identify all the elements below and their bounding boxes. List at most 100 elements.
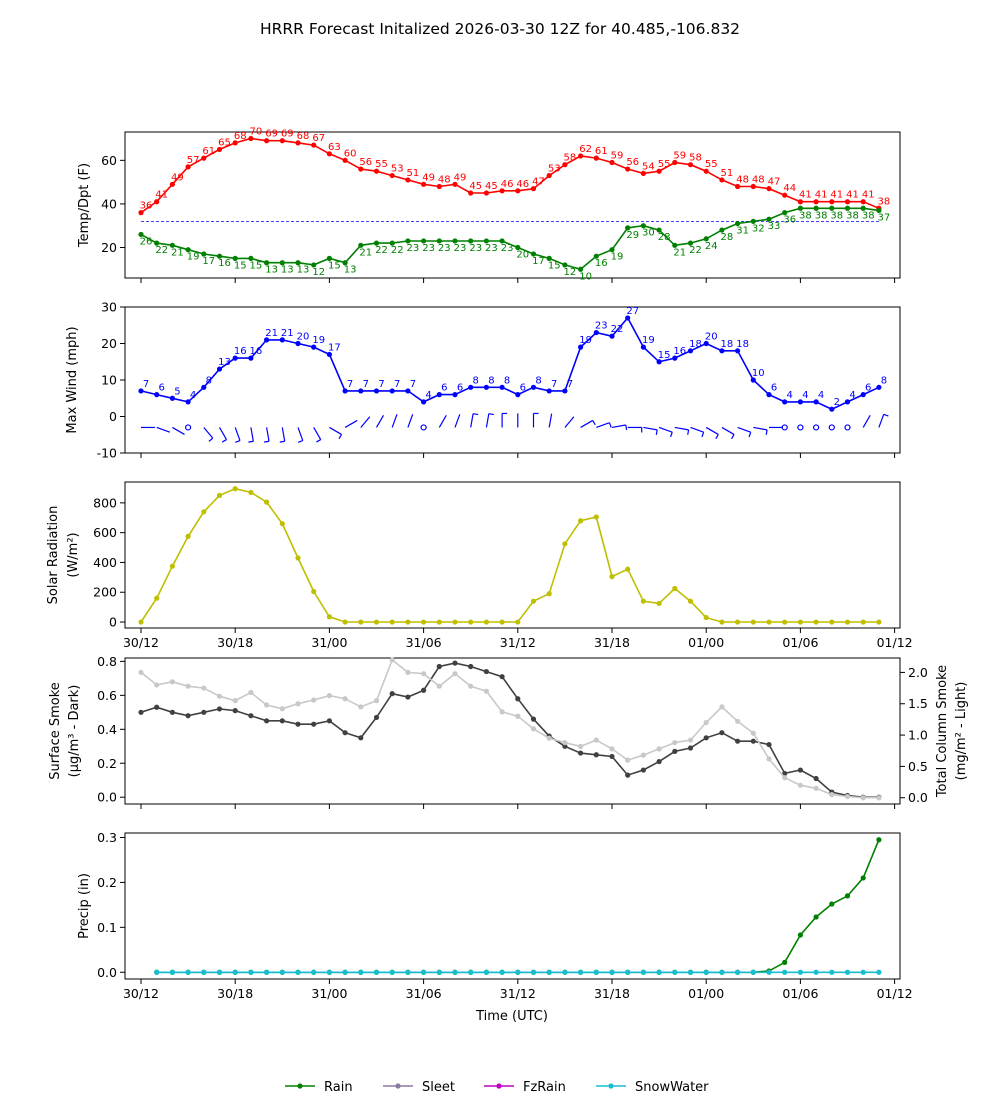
data-point [342, 730, 348, 736]
data-point [844, 619, 851, 625]
data-point [562, 739, 568, 746]
data-point [719, 704, 725, 710]
data-label: 41 [862, 190, 875, 201]
data-label: 26 [140, 236, 153, 247]
data-point [201, 155, 207, 161]
data-label: 67 [312, 133, 325, 144]
wind-barb [391, 414, 398, 428]
data-point [232, 255, 238, 261]
data-label: 13 [344, 265, 357, 276]
data-point [719, 619, 725, 625]
data-point [829, 205, 835, 211]
y-tick-label: 10 [101, 373, 117, 388]
data-point [358, 242, 364, 248]
data-label: 23 [595, 321, 608, 332]
data-point [185, 164, 191, 170]
data-point [216, 969, 223, 975]
data-label: 6 [771, 383, 777, 394]
data-label: 6 [520, 383, 526, 394]
data-point [562, 262, 568, 268]
legend-item-rain: Rain [285, 1080, 353, 1095]
data-point [311, 142, 317, 148]
data-point [766, 741, 772, 748]
data-point [264, 260, 270, 266]
data-point [436, 663, 442, 670]
data-label: 19 [642, 335, 655, 346]
data-point [421, 399, 427, 405]
data-point [405, 694, 411, 700]
data-point [813, 205, 819, 211]
y-tick-label: 400 [93, 555, 117, 570]
data-point [782, 210, 788, 216]
data-point [358, 704, 364, 710]
panel-5: 30/12 30/18 31/00 31/06 31/12 31/18 01/00 01/06… [77, 830, 913, 1001]
wind-barb-flag [592, 420, 596, 426]
wind-barb-flag [715, 434, 719, 440]
data-label: 4 [190, 390, 196, 401]
y-tick-label: 0.3 [97, 830, 117, 845]
data-point [735, 619, 741, 625]
data-point [562, 162, 568, 168]
data-point [719, 730, 725, 736]
data-point [436, 238, 442, 244]
y-axis-label: Max Wind (mph) [65, 326, 80, 433]
data-point [311, 969, 317, 975]
data-point [373, 168, 380, 174]
data-label: 16 [250, 346, 263, 357]
data-label: 24 [705, 241, 718, 252]
data-point [797, 199, 804, 205]
data-point [248, 969, 254, 975]
data-point [468, 619, 474, 625]
data-point [515, 392, 521, 398]
data-point [860, 392, 866, 398]
data-point [342, 260, 348, 266]
data-point [860, 795, 866, 801]
data-point [844, 969, 851, 975]
data-point [735, 183, 741, 190]
data-point [797, 782, 804, 788]
data-point [672, 748, 678, 754]
data-point [797, 969, 804, 975]
wind-barb-calm [420, 424, 427, 431]
data-label: 21 [359, 247, 372, 258]
data-label: 22 [375, 245, 388, 256]
data-point [656, 168, 662, 174]
data-point [797, 205, 804, 211]
data-label: 22 [391, 245, 404, 256]
data-point [201, 251, 207, 257]
data-point [735, 348, 741, 354]
legend-marker [297, 1083, 303, 1089]
data-label: 41 [155, 190, 168, 201]
data-label: 56 [359, 157, 372, 168]
data-point [452, 969, 458, 975]
x-tick-label: 31/12 [500, 986, 536, 1001]
y-tick-label: 40 [101, 196, 117, 211]
y-tick-label-right: 1.0 [908, 728, 928, 743]
data-point [232, 698, 238, 704]
data-point [640, 223, 647, 229]
data-point [264, 702, 270, 708]
wind-barb [281, 427, 286, 442]
y-tick-label: 0.1 [97, 920, 117, 935]
data-label: 8 [881, 375, 887, 386]
data-point [232, 140, 238, 146]
wind-barb-calm [844, 424, 851, 431]
data-label: 56 [626, 157, 639, 168]
data-point [546, 591, 552, 597]
data-point [735, 220, 741, 227]
data-point [530, 251, 537, 257]
wind-barb-flag [731, 434, 735, 440]
data-label: 48 [736, 174, 749, 185]
figure-title: HRRR Forecast Initalized 2026-03-30 12Z … [260, 20, 740, 38]
data-point [483, 668, 489, 675]
data-point [876, 969, 882, 975]
data-point [373, 619, 380, 625]
data-point [342, 969, 348, 975]
data-point [609, 574, 615, 580]
wind-barb [862, 415, 871, 428]
data-point [232, 969, 238, 975]
data-label: 49 [171, 172, 184, 183]
data-point [373, 388, 380, 394]
data-point [248, 713, 254, 719]
data-label: 17 [328, 342, 341, 353]
